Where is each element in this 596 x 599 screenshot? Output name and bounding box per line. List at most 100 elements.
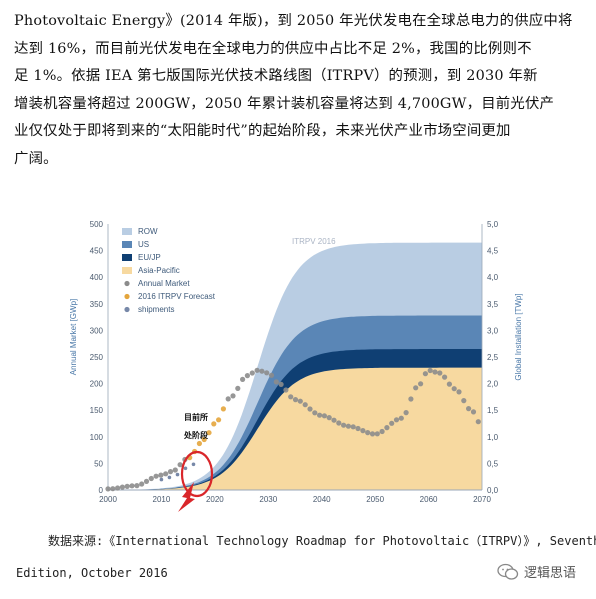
annual-market-point [408, 396, 414, 402]
annual-market-point [288, 394, 294, 400]
annual-market-point [451, 386, 457, 392]
x-tick-label: 2060 [420, 495, 438, 504]
annual-market-point [466, 406, 472, 412]
annual-market-point [312, 410, 318, 416]
y-right-tick-label: 2,5 [487, 353, 499, 362]
x-tick-label: 2010 [153, 495, 171, 504]
annual-market-point [235, 385, 241, 391]
annual-market-point [196, 440, 202, 447]
annual-market-point [350, 424, 356, 430]
axes-grid [107, 224, 483, 491]
shipments-point [191, 462, 196, 467]
legend-label: 2016 ITRPV Forecast [138, 292, 216, 301]
annual-market-point [124, 483, 130, 489]
annual-market-point [292, 397, 299, 403]
y-left-tick-label: 400 [90, 273, 104, 282]
legend-swatch [122, 228, 132, 235]
annual-market-point [167, 469, 174, 475]
paragraph-line: 业仅仅处于即将到来的“太阳能时代”的起始阶段，未来光伏产业市场空间更加 [14, 123, 511, 140]
y-right-tick-label: 5,0 [487, 220, 499, 229]
y-right-tick-label: 3,5 [487, 300, 499, 309]
y-left-tick-label: 500 [90, 220, 104, 229]
annual-market-point [220, 406, 226, 412]
legend-label: ROW [138, 227, 158, 236]
paragraph-line: 广阔。 [14, 150, 58, 167]
x-tick-label: 2020 [206, 495, 224, 504]
annual-market-point [393, 417, 400, 423]
annual-market-point [331, 417, 337, 423]
x-tick-label: 2000 [99, 495, 117, 504]
annual-market-point [422, 371, 428, 377]
annual-market-point [211, 421, 217, 427]
annual-market-point [254, 367, 260, 373]
annual-market-point [119, 484, 125, 490]
annual-market-point [105, 486, 111, 492]
shipments-point [183, 466, 188, 471]
annual-market-point [244, 373, 250, 379]
y-left-tick-label: 0 [99, 486, 104, 495]
y-left-tick-label: 200 [90, 380, 104, 389]
y-right-tick-label: 3,0 [487, 326, 499, 335]
x-tick-label: 2040 [313, 495, 331, 504]
legend-dot [124, 280, 130, 287]
annual-market-point [273, 379, 279, 385]
annual-market-point [470, 409, 477, 415]
pointer-arrow [178, 482, 195, 512]
legend-label: Asia-Pacific [138, 266, 180, 275]
annual-market-point [355, 425, 361, 432]
shipments-point [167, 475, 172, 480]
annual-market-point [129, 483, 135, 489]
watermark-label: 逻辑思语 [523, 566, 576, 581]
legend-label: shipments [138, 305, 174, 314]
annual-market-point [369, 431, 376, 437]
annual-market-point [225, 396, 231, 402]
annual-market-point [384, 425, 390, 431]
chart-watermark: ITRPV 2016 [292, 237, 336, 246]
shipments-point [175, 472, 180, 477]
annual-market-point [437, 370, 443, 376]
annual-market-point [442, 374, 448, 380]
annual-market-point [297, 398, 303, 404]
y-right-tick-label: 1,5 [487, 406, 499, 415]
paragraph-line: Photovoltaic Energy》(2014 年版)，到 2050 年光伏… [14, 13, 573, 29]
annual-market-point [268, 372, 275, 378]
annual-market-point [230, 393, 236, 399]
annual-market-point [153, 473, 159, 479]
annual-market-point [206, 430, 212, 436]
y-axis-left-label: Annual Market [GWp] [69, 299, 78, 375]
annual-market-point [148, 475, 154, 482]
current-stage-circle [180, 450, 214, 498]
y-left-tick-label: 250 [90, 353, 104, 362]
annual-market-point [336, 420, 342, 426]
intro-paragraph: Photovoltaic Energy》(2014 年版)，到 2050 年光伏… [14, 8, 584, 174]
y-left-tick-label: 100 [90, 433, 104, 442]
annual-market-point [446, 381, 452, 387]
annual-market-point [302, 402, 308, 408]
y-left-tick-label: 150 [90, 406, 104, 415]
paragraph-line: 增装机容量将超过 200GW，2050 年累计装机容量将达到 4,700GW，目… [14, 95, 555, 112]
y-left-tick-label: 50 [94, 459, 103, 468]
annual-market-point [326, 415, 332, 421]
annual-market-point [374, 431, 380, 437]
y-left-tick-label: 300 [90, 326, 104, 335]
annual-market-point [259, 368, 265, 374]
annual-market-point [398, 415, 404, 421]
annual-market-point [413, 385, 419, 391]
watermark: 逻辑思语 [497, 562, 576, 581]
legend-dot [124, 306, 130, 313]
annual-market-point [341, 422, 347, 428]
annual-market-point [475, 419, 481, 425]
annual-market-point [110, 486, 116, 492]
y-left-tick-label: 450 [90, 247, 104, 256]
annual-market-point [307, 406, 313, 412]
annual-market-point [432, 369, 438, 375]
annual-market-point [172, 467, 178, 473]
legend-label: EU/JP [138, 253, 161, 262]
legend-label: Annual Market [138, 279, 190, 288]
annual-market-point [134, 483, 140, 489]
annual-market-point [365, 430, 371, 436]
annual-market-point [389, 420, 395, 426]
paragraph-line: 足 1%。依据 IEA 第七版国际光伏技术路线图（ITRPV）的预测，到 203… [14, 68, 538, 85]
x-tick-label: 2030 [259, 495, 277, 504]
annual-market-point [461, 398, 467, 404]
